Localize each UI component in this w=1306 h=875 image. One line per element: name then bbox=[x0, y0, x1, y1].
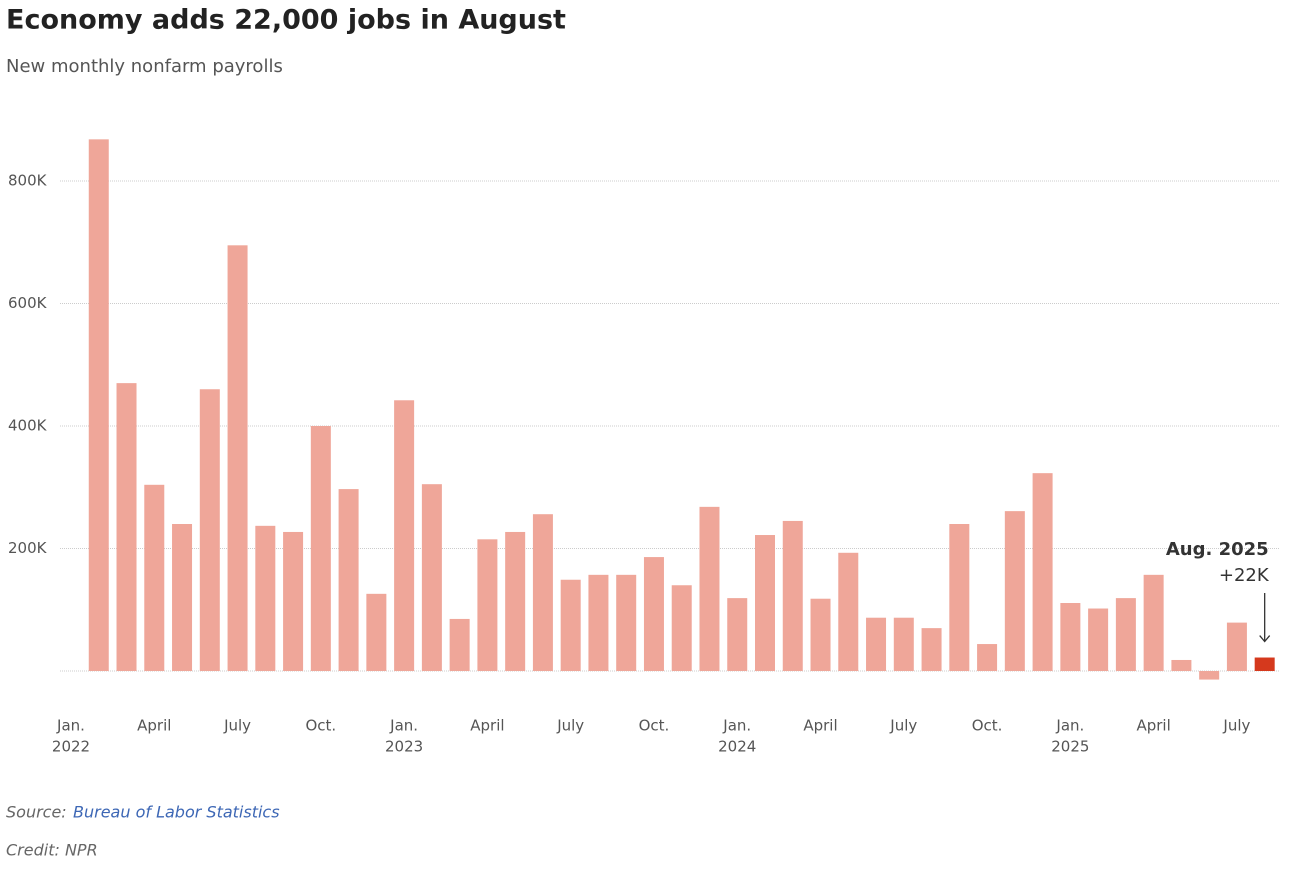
bar bbox=[1032, 473, 1053, 671]
bar bbox=[172, 524, 193, 671]
x-tick-year: 2023 bbox=[385, 738, 423, 756]
x-tick-label: Jan. bbox=[722, 717, 751, 735]
bar bbox=[88, 139, 109, 672]
x-tick-label: Jan. bbox=[1055, 717, 1084, 735]
bar bbox=[560, 579, 581, 671]
x-tick-year: 2025 bbox=[1051, 738, 1089, 756]
annotation-label: +22K bbox=[1219, 565, 1270, 586]
y-tick-label: 800K bbox=[8, 172, 48, 190]
bar bbox=[727, 598, 748, 671]
x-tick-label: July bbox=[1222, 717, 1250, 735]
x-tick-label: Jan. bbox=[56, 717, 85, 735]
y-tick-label: 400K bbox=[8, 417, 48, 435]
bar bbox=[1226, 622, 1247, 671]
bar bbox=[394, 400, 415, 671]
bar bbox=[977, 644, 998, 671]
source-prefix: Source: bbox=[6, 803, 67, 822]
bar bbox=[1171, 659, 1192, 671]
bar bbox=[866, 617, 887, 671]
y-tick-label: 200K bbox=[8, 539, 48, 557]
bar bbox=[1004, 511, 1025, 671]
bar bbox=[1254, 657, 1275, 671]
bar bbox=[505, 531, 526, 671]
bar bbox=[643, 557, 664, 671]
bar bbox=[671, 585, 692, 671]
bar bbox=[144, 484, 165, 671]
x-tick-label: Oct. bbox=[972, 717, 1003, 735]
bar bbox=[366, 593, 387, 671]
bar bbox=[616, 574, 637, 671]
bar bbox=[338, 489, 359, 671]
annotation-title: Aug. 2025 bbox=[1166, 539, 1269, 560]
bar bbox=[1115, 598, 1136, 671]
y-tick-label: 600K bbox=[8, 294, 48, 312]
chart-title: Economy adds 22,000 jobs in August bbox=[6, 5, 566, 36]
bar bbox=[532, 514, 553, 671]
x-tick-year: 2022 bbox=[52, 738, 90, 756]
x-tick-label: July bbox=[556, 717, 584, 735]
bar bbox=[477, 539, 498, 671]
bar bbox=[255, 525, 276, 671]
bar bbox=[810, 598, 831, 671]
credit: Credit: NPR bbox=[6, 841, 98, 860]
x-tick-label: July bbox=[223, 717, 251, 735]
bar bbox=[782, 520, 803, 671]
bar bbox=[116, 383, 137, 671]
bar bbox=[699, 506, 720, 671]
bar bbox=[1060, 603, 1081, 671]
x-tick-year: 2024 bbox=[718, 738, 756, 756]
annotation-arrowhead bbox=[1259, 635, 1271, 643]
bar bbox=[199, 389, 220, 671]
bar bbox=[1143, 574, 1164, 671]
source-link[interactable]: Bureau of Labor Statistics bbox=[73, 803, 280, 822]
bar bbox=[838, 552, 859, 671]
x-tick-label: July bbox=[889, 717, 917, 735]
bar bbox=[227, 245, 248, 671]
bar bbox=[893, 617, 914, 671]
bar bbox=[755, 535, 775, 671]
bar bbox=[588, 574, 609, 671]
x-tick-label: April bbox=[137, 717, 171, 735]
x-tick-label: April bbox=[1136, 717, 1170, 735]
x-tick-label: Jan. bbox=[389, 717, 418, 735]
bar bbox=[921, 628, 942, 671]
x-tick-label: April bbox=[470, 717, 504, 735]
bar bbox=[310, 426, 331, 671]
bar bbox=[421, 484, 442, 671]
x-tick-label: Oct. bbox=[305, 717, 336, 735]
bar bbox=[283, 531, 304, 671]
bar bbox=[1088, 608, 1109, 671]
bar bbox=[949, 524, 970, 671]
chart-subtitle: New monthly nonfarm payrolls bbox=[6, 56, 283, 77]
bar bbox=[449, 618, 470, 671]
bar bbox=[1199, 671, 1220, 680]
x-tick-label: April bbox=[803, 717, 837, 735]
x-tick-label: Oct. bbox=[639, 717, 670, 735]
